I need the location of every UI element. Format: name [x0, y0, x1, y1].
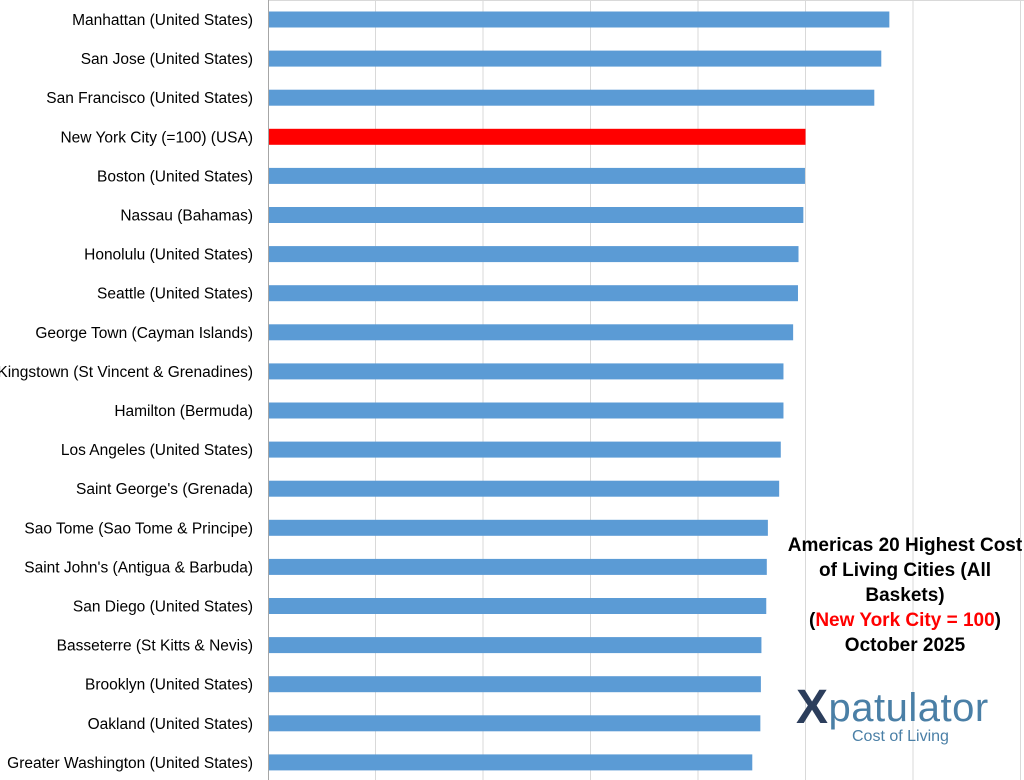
category-label-4: Boston (United States)	[97, 168, 253, 185]
logo-name: patulator	[828, 686, 989, 730]
category-label-17: Brooklyn (United States)	[85, 677, 253, 694]
bar-17	[268, 676, 761, 693]
category-label-2: San Francisco (United States)	[46, 90, 253, 107]
bar-12	[268, 480, 780, 497]
title-highlight: New York City = 100	[815, 610, 995, 631]
title-line-2: of Living Cities (All	[818, 560, 992, 581]
category-label-3: New York City (=100) (USA)	[60, 129, 253, 146]
bar-11	[268, 441, 781, 458]
xpatulator-logo: Xpatulator Cost of Living	[796, 684, 1006, 746]
category-label-16: Basseterre (St Kitts & Nevis)	[57, 638, 253, 655]
category-label-9: Kingstown (St Vincent & Grenadines)	[0, 364, 253, 381]
bar-4	[268, 167, 805, 184]
category-label-5: Nassau (Bahamas)	[120, 208, 253, 225]
bar-13	[268, 519, 768, 536]
category-label-1: San Jose (United States)	[81, 51, 253, 68]
logo-x-mark: X	[796, 681, 829, 734]
bar-3	[268, 128, 806, 145]
chart-title: Americas 20 Highest Cost of Living Citie…	[786, 533, 1024, 658]
category-label-6: Honolulu (United States)	[84, 247, 253, 264]
bar-18	[268, 715, 761, 732]
bars	[268, 11, 890, 771]
gridlines	[268, 0, 1024, 780]
logo-wordmark: Xpatulator	[796, 684, 1006, 732]
bar-8	[268, 324, 794, 341]
category-label-14: Saint John's (Antigua & Barbuda)	[24, 559, 253, 576]
bar-9	[268, 363, 784, 380]
title-line-1: Americas 20 Highest Cost	[787, 535, 1023, 556]
bar-0	[268, 11, 890, 28]
bar-14	[268, 558, 767, 575]
title-line-5: October 2025	[844, 635, 966, 656]
bar-1	[268, 50, 882, 67]
title-paren-open: (	[808, 610, 816, 631]
bar-10	[268, 402, 784, 419]
category-label-0: Manhattan (United States)	[72, 12, 253, 29]
category-label-10: Hamilton (Bermuda)	[114, 403, 253, 420]
category-label-19: Greater Washington (United States)	[7, 755, 253, 772]
bar-7	[268, 285, 798, 302]
logo-tagline: Cost of Living	[852, 728, 949, 745]
bar-2	[268, 89, 875, 106]
category-label-8: George Town (Cayman Islands)	[35, 325, 253, 342]
bar-15	[268, 598, 767, 614]
bar-6	[268, 246, 799, 263]
category-label-7: Seattle (United States)	[97, 286, 253, 303]
category-label-13: Sao Tome (Sao Tome & Principe)	[24, 520, 253, 537]
bar-16	[268, 637, 762, 654]
bar-19	[268, 754, 753, 771]
bar-5	[268, 207, 804, 223]
category-label-18: Oakland (United States)	[88, 716, 253, 733]
category-labels: Manhattan (United States) San Jose (Unite…	[0, 12, 253, 772]
category-label-15: San Diego (United States)	[73, 599, 253, 616]
category-label-11: Los Angeles (United States)	[61, 442, 253, 459]
title-paren-close: )	[994, 610, 1001, 631]
title-line-4: (New York City = 100)	[786, 608, 1024, 633]
title-line-3: Baskets)	[865, 585, 945, 606]
category-label-12: Saint George's (Grenada)	[76, 481, 253, 498]
